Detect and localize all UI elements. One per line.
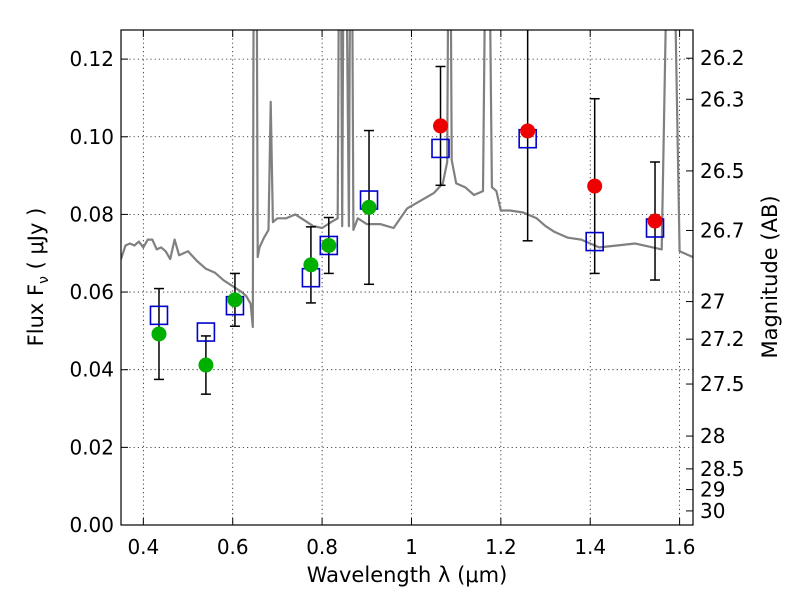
y-tick-label: 0.04: [69, 358, 114, 382]
x-tick-label: 1: [405, 535, 418, 559]
model-photometry-square: [319, 235, 339, 256]
mag-tick-label: 28: [700, 424, 725, 448]
model-photometry-square: [196, 322, 216, 342]
optical-photometry-point: [361, 199, 377, 215]
infrared-photometry-point: [587, 178, 603, 194]
infrared-photometry-point: [520, 123, 536, 139]
x-tick-label: 0.4: [127, 535, 159, 559]
model-spectrum: [121, 30, 693, 329]
x-tick-label: 0.8: [306, 535, 338, 559]
y-tick-label: 0.12: [69, 47, 114, 71]
optical-photometry-point: [198, 357, 214, 373]
mag-tick-label: 26.2: [700, 46, 745, 70]
model-photometry-square: [431, 138, 450, 159]
infrared-photometry-point: [433, 118, 449, 134]
model-photometry-square: [149, 305, 169, 326]
axis-ticks: 0.4 0.6 0.8 1 1.2 1.4 1.6 0.00 0.02 0.04 0.06 0.08 0…: [69, 30, 745, 559]
y-axis-label-subscript: ν: [36, 276, 52, 284]
model-photometry-square: [585, 231, 604, 252]
x-tick-label: 1.6: [664, 535, 696, 559]
photometry-markers: [149, 30, 665, 395]
mag-tick-label: 27: [700, 290, 725, 314]
optical-photometry-point: [151, 326, 167, 342]
y-tick-label: 0.00: [69, 513, 114, 537]
y-axis-label-unit: ( μJy ): [24, 208, 48, 276]
plot-frame: [120, 29, 694, 526]
mag-tick-label: 26.7: [700, 218, 745, 242]
mag-tick-label: 30: [700, 499, 725, 523]
mag-tick-label: 29: [700, 478, 725, 502]
x-tick-label: 1.4: [574, 535, 606, 559]
optical-photometry-point: [227, 292, 243, 308]
x-tick-label: 0.6: [217, 535, 249, 559]
y-tick-label: 0.08: [69, 202, 114, 226]
mag-tick-label: 28.5: [700, 457, 745, 481]
y-axis-label: Flux Fν ( μJy ): [24, 208, 52, 347]
mag-tick-label: 27.5: [700, 372, 745, 396]
y-tick-label: 0.06: [69, 280, 114, 304]
y-axis-label-main: Flux F: [24, 284, 48, 346]
infrared-photometry-point: [647, 213, 663, 229]
y2-axis-label: Magnitude (AB): [758, 195, 782, 358]
mag-tick-label: 26.5: [700, 159, 745, 183]
y-tick-label: 0.10: [69, 125, 114, 149]
x-axis-label: Wavelength λ (μm): [307, 563, 508, 587]
optical-photometry-point: [303, 257, 319, 273]
spectrum-line: [121, 30, 693, 329]
x-tick-label: 1.2: [485, 535, 517, 559]
mag-tick-label: 27.2: [700, 327, 745, 351]
plot-area: [121, 30, 693, 525]
mag-tick-label: 26.3: [700, 87, 745, 111]
optical-photometry-point: [321, 237, 337, 253]
y-tick-label: 0.02: [69, 435, 114, 459]
